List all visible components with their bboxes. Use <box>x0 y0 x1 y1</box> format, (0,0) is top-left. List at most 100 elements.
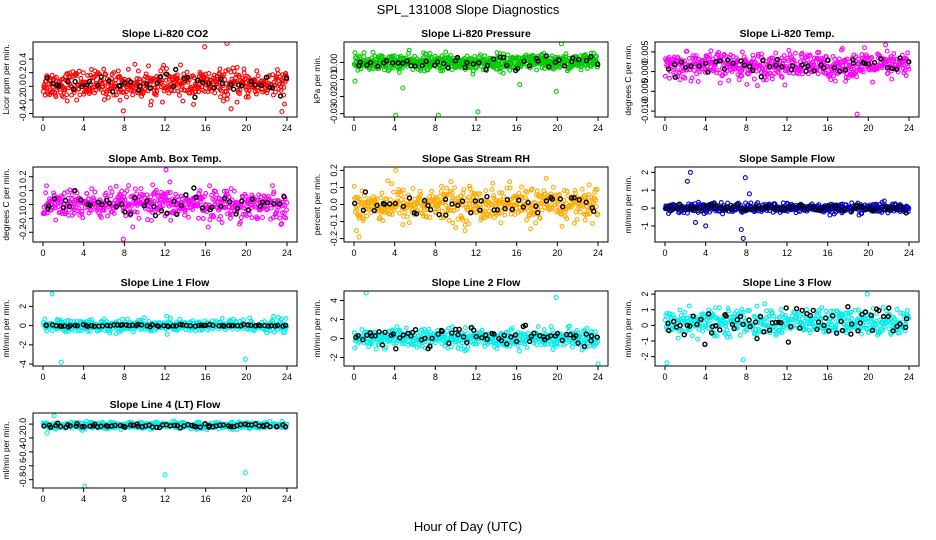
data-point <box>437 199 443 205</box>
panel-title: Slope Gas Stream RH <box>422 153 530 165</box>
data-point <box>500 70 506 76</box>
data-point <box>548 333 554 339</box>
data-point <box>248 322 254 328</box>
data-point <box>432 340 438 346</box>
data-point <box>477 191 483 197</box>
y-tick-label: -0.2 <box>18 92 28 108</box>
data-point <box>406 195 413 201</box>
x-tick-label: 24 <box>593 123 603 133</box>
data-point <box>678 59 684 65</box>
y-tick-label: 0.0 <box>329 198 339 211</box>
data-point <box>703 60 709 66</box>
points-group <box>662 169 912 241</box>
x-axis: 0 4 8 12 16 20 24 <box>40 366 292 382</box>
data-point <box>741 62 748 69</box>
data-point <box>197 188 203 194</box>
data-point <box>190 207 196 212</box>
data-point <box>211 214 217 220</box>
data-point <box>172 66 179 73</box>
data-point <box>382 201 388 208</box>
outlier-point <box>393 112 399 117</box>
x-tick-label: 24 <box>904 123 914 133</box>
data-point <box>531 330 537 336</box>
data-point <box>248 202 254 208</box>
data-point <box>193 194 199 201</box>
data-point <box>467 186 473 192</box>
data-point <box>380 218 386 224</box>
data-point <box>421 197 428 204</box>
data-point <box>767 63 773 70</box>
data-point <box>271 313 277 319</box>
outlier-point <box>224 42 230 46</box>
data-point <box>494 346 500 352</box>
y-tick-label: -2 <box>329 353 339 361</box>
y-tick-label: 0.0 <box>18 198 28 211</box>
data-point <box>486 208 492 214</box>
data-point <box>85 73 91 78</box>
data-point <box>575 340 581 346</box>
data-point <box>461 186 467 192</box>
data-point <box>677 77 683 83</box>
data-point <box>560 203 566 210</box>
data-point <box>798 67 804 73</box>
data-point <box>167 190 173 195</box>
data-point <box>91 197 97 202</box>
data-point <box>228 186 234 192</box>
data-point <box>693 205 699 211</box>
data-point <box>525 199 531 206</box>
data-point <box>178 202 185 209</box>
data-point <box>255 73 261 79</box>
data-point <box>674 57 680 63</box>
data-point <box>844 56 850 62</box>
data-point <box>92 189 98 195</box>
data-point <box>578 209 583 215</box>
data-point <box>72 322 78 329</box>
data-point <box>799 50 805 56</box>
data-point <box>748 200 754 206</box>
x-axis: 0 4 8 12 16 20 24 <box>662 117 914 133</box>
data-point <box>134 209 140 215</box>
data-point <box>113 92 119 98</box>
data-point <box>180 98 186 104</box>
data-point <box>395 192 401 198</box>
data-point <box>881 198 887 204</box>
data-point <box>238 198 245 204</box>
data-point <box>837 68 843 75</box>
data-point <box>203 190 209 196</box>
data-point <box>111 322 117 328</box>
data-point <box>280 323 286 329</box>
data-point <box>759 51 765 57</box>
data-point <box>221 188 227 194</box>
data-point <box>427 206 434 213</box>
data-point <box>389 181 395 187</box>
data-point <box>509 206 515 213</box>
data-point <box>594 187 600 193</box>
data-point <box>402 209 408 215</box>
outlier-point <box>120 236 126 242</box>
data-point <box>357 59 363 65</box>
panel-4: Slope Amb. Box Temp.degrees C per min.0 4… <box>1 153 298 258</box>
points-group <box>351 291 601 366</box>
data-point <box>281 194 287 200</box>
y-tick-label: 1 <box>640 188 650 193</box>
y-axis-label: ml/min per min. <box>623 299 633 357</box>
data-point <box>586 182 592 188</box>
x-tick-label: 12 <box>471 123 481 133</box>
data-point <box>588 338 594 344</box>
outlier-point <box>687 169 693 175</box>
x-tick-label: 16 <box>823 123 833 133</box>
x-tick-label: 24 <box>904 248 914 258</box>
data-point <box>706 52 712 58</box>
data-point <box>849 200 855 206</box>
outlier-point <box>279 108 285 115</box>
data-point <box>49 328 55 334</box>
data-point <box>529 186 535 192</box>
data-point <box>682 75 688 81</box>
panel-title: Slope Sample Flow <box>739 153 836 165</box>
data-point <box>502 205 508 212</box>
data-point <box>109 189 115 195</box>
data-point <box>51 190 57 196</box>
data-point <box>705 204 711 211</box>
data-point <box>672 66 678 72</box>
